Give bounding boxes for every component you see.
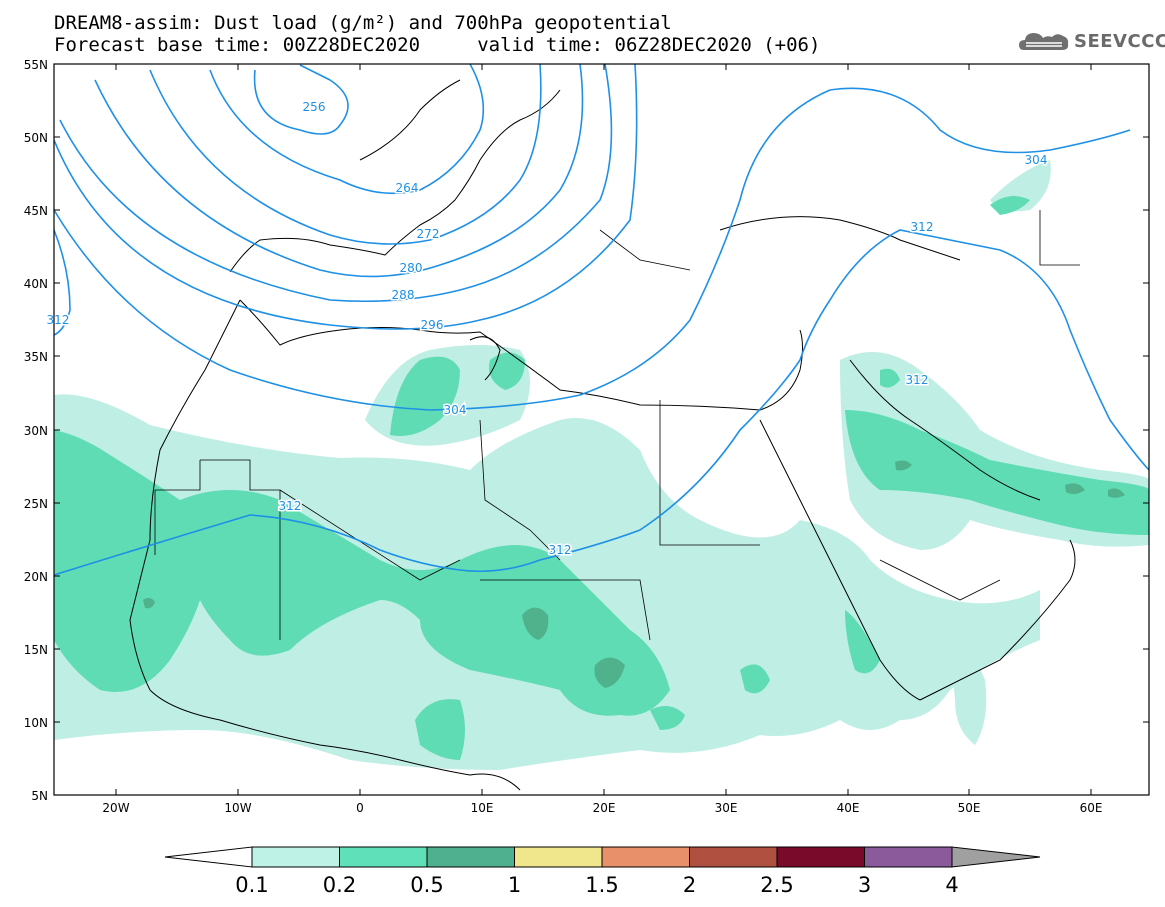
colorbar-tick-label: 0.5 bbox=[410, 873, 443, 897]
lon-label: 50E bbox=[958, 801, 981, 815]
logo-text: SEEVCCC bbox=[1074, 30, 1165, 52]
lat-label: 25N bbox=[24, 497, 48, 511]
colorbar-tick-label: 2.5 bbox=[760, 873, 793, 897]
lat-label: 15N bbox=[24, 643, 48, 657]
contour-label: 312 bbox=[911, 220, 934, 234]
colorbar-segment bbox=[251, 846, 340, 868]
colorbar-tick-label: 1.5 bbox=[585, 873, 618, 897]
contour-label: 304 bbox=[1025, 153, 1048, 167]
colorbar-below-arrow bbox=[164, 846, 253, 868]
colorbar-tick-label: 0.1 bbox=[235, 873, 268, 897]
lon-label: 30E bbox=[715, 801, 738, 815]
contour-label: 288 bbox=[392, 288, 415, 302]
map-content bbox=[54, 64, 1149, 791]
lat-label: 5N bbox=[31, 789, 48, 803]
lon-label: 0 bbox=[356, 801, 364, 815]
colorbar-tick-label: 2 bbox=[683, 873, 696, 897]
map-axes: 55N 50N 45N 40N 35N 30N 25N 20N 15N 10N 5N 20W 10W 0 1… bbox=[24, 58, 1149, 815]
contour-label: 312 bbox=[279, 499, 302, 513]
colorbar-segment bbox=[339, 846, 428, 868]
cloud-icon bbox=[1019, 33, 1069, 50]
lon-label: 10E bbox=[471, 801, 494, 815]
colorbar-tick-label: 0.2 bbox=[323, 873, 356, 897]
contour-label: 272 bbox=[417, 227, 440, 241]
colorbar-segment bbox=[864, 846, 953, 868]
lon-label: 20E bbox=[593, 801, 616, 815]
forecast-time-info: Forecast base time: 00Z28DEC2020 valid t… bbox=[54, 34, 821, 56]
contour-label: 312 bbox=[906, 373, 929, 387]
contour-labels: 256 264 272 280 288 296 304 312 312 312 304 312 312 bbox=[45, 99, 1049, 559]
colorbar-segment bbox=[689, 846, 778, 868]
colorbar-tick-label: 1 bbox=[508, 873, 521, 897]
dust-layer-high bbox=[143, 460, 1125, 688]
lat-label: 30N bbox=[24, 424, 48, 438]
lat-label: 40N bbox=[24, 277, 48, 291]
lat-label: 20N bbox=[24, 570, 48, 584]
contour-label: 256 bbox=[303, 100, 326, 114]
colorbar-tick-label: 4 bbox=[945, 873, 958, 897]
contour-label: 312 bbox=[549, 543, 572, 557]
coastlines bbox=[129, 79, 1076, 791]
lat-label: 35N bbox=[24, 350, 48, 364]
colorbar-above-arrow bbox=[951, 846, 1041, 868]
contour-label: 304 bbox=[444, 403, 467, 417]
colorbar-segment bbox=[601, 846, 690, 868]
contour-label: 280 bbox=[400, 261, 423, 275]
colorbar-tick-label: 3 bbox=[858, 873, 871, 897]
lon-label: 10W bbox=[224, 801, 251, 815]
lat-label: 10N bbox=[24, 716, 48, 730]
dust-layer-mid bbox=[54, 196, 1149, 760]
colorbar: 0.1 0.2 0.5 1 1.5 2 2.5 3 4 bbox=[164, 846, 1041, 897]
lon-label: 60E bbox=[1080, 801, 1103, 815]
lat-label: 50N bbox=[24, 131, 48, 145]
contour-label: 264 bbox=[396, 181, 419, 195]
seevccc-logo: SEEVCCC bbox=[1018, 28, 1165, 54]
contour-label: 296 bbox=[421, 318, 444, 332]
lon-label: 20W bbox=[102, 801, 129, 815]
colorbar-segment bbox=[514, 846, 603, 868]
borders bbox=[154, 210, 1080, 641]
geopotential-contours bbox=[54, 64, 1149, 576]
colorbar-segment bbox=[426, 846, 515, 868]
lat-label: 45N bbox=[24, 204, 48, 218]
contour-label: 312 bbox=[47, 313, 70, 327]
colorbar-segment bbox=[776, 846, 865, 868]
lon-label: 40E bbox=[837, 801, 860, 815]
map-title: DREAM8-assim: Dust load (g/m²) and 700hP… bbox=[54, 12, 672, 34]
lat-label: 55N bbox=[24, 58, 48, 72]
